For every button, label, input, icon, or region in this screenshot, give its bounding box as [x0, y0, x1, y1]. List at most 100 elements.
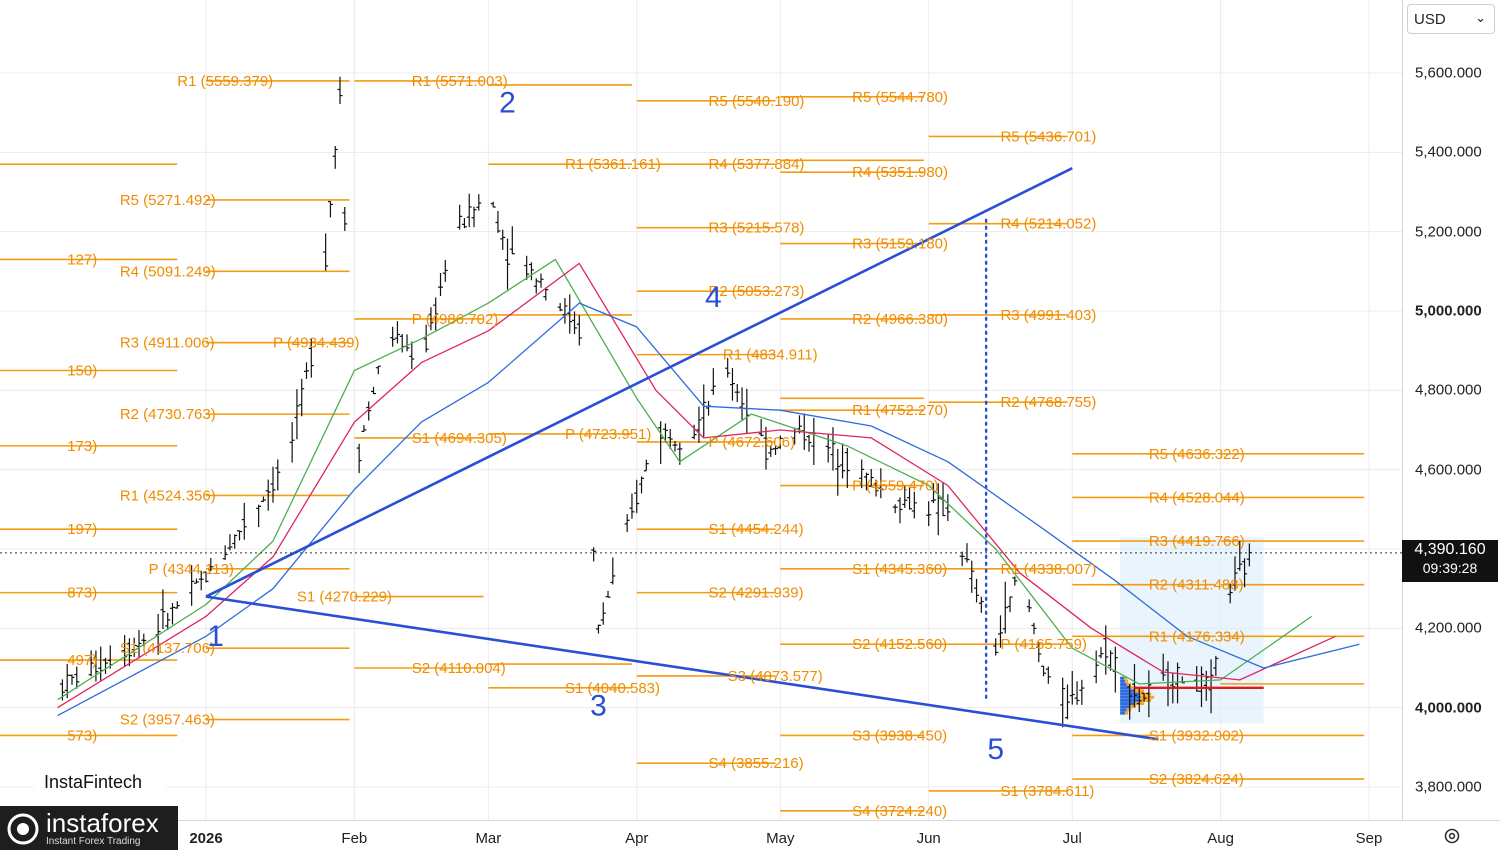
candle	[667, 428, 673, 450]
candle	[126, 638, 132, 667]
wave-label: 4	[705, 281, 722, 314]
candle	[658, 421, 664, 465]
pivot-level-label: 873)	[67, 585, 97, 602]
price-axis-label: 5,000.000	[1415, 302, 1482, 320]
candle	[744, 388, 750, 434]
candle	[476, 194, 482, 211]
currency-value: USD	[1414, 11, 1446, 28]
candle	[878, 468, 884, 499]
pivot-level-label: R5 (5540.190)	[709, 93, 805, 110]
candle	[1064, 684, 1070, 720]
pivot-level-label: P (4672.606)	[709, 434, 795, 451]
candle	[840, 443, 846, 479]
candle	[892, 504, 898, 514]
candle	[701, 384, 707, 437]
pivot-level-label: 197)	[67, 521, 97, 538]
volume-profile-bar	[1120, 705, 1130, 709]
candle	[997, 615, 1003, 648]
pivot-level-label: R4 (5091.249)	[120, 263, 216, 280]
volume-profile-bar	[1124, 711, 1129, 715]
candle	[198, 570, 204, 591]
moving-average-line-1	[57, 258, 1312, 701]
candle	[1074, 681, 1080, 705]
settings-gear-icon[interactable]	[1443, 827, 1461, 845]
candle	[1213, 655, 1219, 676]
price-chart-plot[interactable]: 127) 150) 173) 197) 873) 497) 573) R1 (5559.379…	[0, 0, 1402, 820]
candle	[773, 444, 779, 455]
pivot-level-label: R4 (5377.884)	[709, 156, 805, 173]
pivot-level-label: S2 (3957.463)	[120, 712, 215, 729]
volume-profile-bar	[1126, 683, 1132, 687]
candle	[629, 493, 635, 519]
candle	[294, 389, 300, 440]
trendline[interactable]	[205, 167, 1073, 598]
pivot-level-label: R1 (5361.161)	[565, 156, 661, 173]
candle	[495, 210, 501, 233]
candle	[935, 483, 941, 536]
candle	[897, 497, 903, 524]
instaforex-tagline: Instant Forex Trading	[46, 836, 141, 847]
candle	[600, 602, 606, 625]
candle	[830, 427, 836, 471]
price-axis[interactable]: 5,600.000 5,400.000 5,200.000 5,000.000 4,80…	[1402, 0, 1500, 820]
candle	[1237, 540, 1243, 571]
candle	[438, 272, 444, 297]
pivot-level-label: R5 (5544.780)	[852, 89, 948, 106]
price-axis-label: 4,200.000	[1415, 619, 1482, 637]
time-axis[interactable]: 2026 Feb Mar Apr May Jun Jul Aug Sep	[0, 820, 1500, 851]
candle	[907, 487, 913, 510]
trendline[interactable]	[205, 595, 1159, 741]
candle	[643, 459, 649, 472]
candle	[69, 674, 75, 685]
pivot-level-label: R2 (4768.755)	[1000, 394, 1096, 411]
candle	[270, 466, 276, 503]
candle-countdown: 09:39:28	[1422, 560, 1478, 576]
candle	[859, 459, 865, 489]
instaforex-emblem-icon	[7, 813, 39, 845]
pivot-level-label: R5 (5271.492)	[120, 192, 216, 209]
price-axis-label: 3,800.000	[1415, 778, 1482, 796]
pivot-level-label: R5 (4636.322)	[1149, 446, 1245, 463]
candle	[1093, 650, 1099, 684]
pivot-level-label: R2 (4730.763)	[120, 406, 216, 423]
pivot-level-label: P (4559.470)	[852, 478, 938, 495]
candle	[260, 496, 266, 502]
pivot-level-label: S1 (4454.244)	[709, 521, 804, 538]
moving-average-line-3	[57, 302, 1360, 717]
candle	[734, 383, 740, 402]
candle	[576, 315, 582, 346]
volume-profile-bar	[1129, 686, 1137, 690]
candle	[1026, 599, 1032, 613]
pivot-level-label: S2 (4291.939)	[709, 585, 804, 602]
pivot-level-label: R1 (4752.270)	[852, 402, 948, 419]
candle	[591, 547, 597, 562]
grid	[0, 0, 1402, 820]
candle	[241, 502, 247, 540]
candle	[639, 476, 645, 494]
candle	[356, 443, 362, 474]
volume-profile-bar	[1138, 698, 1152, 702]
candle	[361, 425, 367, 433]
pivot-level-label: S1 (4040.583)	[565, 680, 660, 697]
candle	[323, 233, 329, 271]
volume-profile-bar	[1120, 702, 1135, 706]
candle	[624, 514, 630, 533]
chevron-down-icon: ⌄	[1475, 10, 1486, 25]
candle	[1136, 688, 1142, 713]
price-axis-label: 5,200.000	[1415, 223, 1482, 241]
pivot-level-label: S2 (4110.004)	[412, 660, 506, 677]
pivot-level-label: R5 (5436.701)	[1000, 128, 1096, 145]
candle	[605, 590, 611, 598]
pivot-level-label: P (4723.951)	[565, 426, 651, 443]
candle	[160, 589, 166, 630]
time-axis-label: Apr	[625, 830, 649, 847]
candle	[74, 666, 80, 689]
candle	[93, 650, 99, 682]
candle	[304, 362, 310, 379]
currency-selector[interactable]: USD ⌄	[1407, 4, 1495, 34]
candle	[1036, 641, 1042, 663]
pivot-level-label: S4 (3724.240)	[852, 803, 947, 820]
candle	[672, 440, 678, 452]
candle	[930, 483, 936, 504]
candle	[390, 326, 396, 347]
